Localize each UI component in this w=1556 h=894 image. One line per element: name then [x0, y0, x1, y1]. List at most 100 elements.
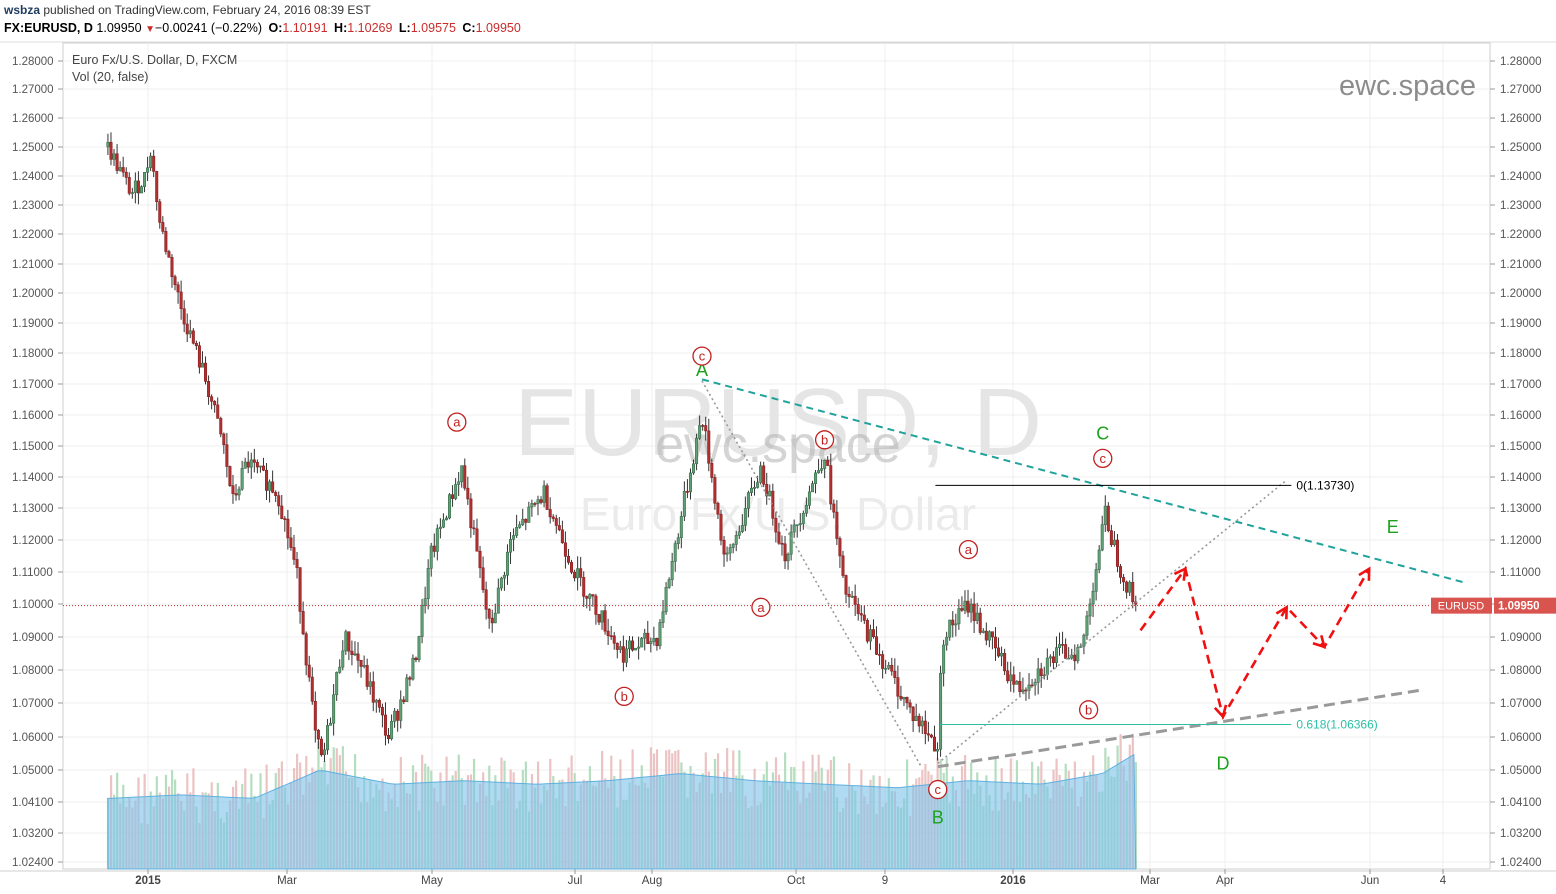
y-tick-label-right: 1.03200: [1500, 828, 1542, 840]
candle-body: [536, 499, 540, 504]
candle-body: [731, 544, 735, 548]
y-tick-label-left: 1.08000: [12, 665, 54, 677]
symbol-name[interactable]: FX:EURUSD, D: [4, 21, 93, 35]
y-tick-label-left: 1.11000: [12, 567, 53, 579]
candle-body: [704, 425, 708, 432]
candle-body: [164, 231, 168, 252]
candle-body: [853, 595, 857, 605]
candle-body: [850, 595, 854, 598]
candle-body: [923, 720, 927, 734]
volume-ma-area: [107, 753, 1137, 870]
candle-body: [701, 425, 705, 427]
volume-indicator-label[interactable]: Vol (20, false): [72, 70, 149, 84]
candle-body: [118, 167, 122, 171]
author-name[interactable]: wsbza: [4, 3, 41, 17]
candle-body: [277, 495, 281, 507]
candle-body: [435, 528, 439, 552]
candle-body: [560, 529, 564, 544]
candle-body: [685, 491, 689, 493]
low-value: 1.09575: [410, 21, 456, 35]
candle-body: [774, 517, 778, 533]
candle-body: [890, 665, 894, 672]
candle-body: [213, 400, 217, 406]
candle-body: [509, 538, 513, 553]
candle-body: [191, 330, 195, 344]
candle-body: [496, 587, 500, 614]
candle-body: [563, 542, 567, 557]
last-price: 1.09950: [96, 21, 142, 35]
projection-arrowhead: [1213, 704, 1228, 720]
y-tick-label-left: 1.06000: [12, 732, 54, 744]
candle-body: [316, 729, 320, 740]
candle-body: [871, 629, 875, 637]
candle-body: [841, 555, 845, 576]
candle-body: [1006, 670, 1010, 682]
y-tick-label-right: 1.21000: [1500, 259, 1542, 271]
candle-body: [545, 485, 549, 510]
candle-body: [322, 749, 326, 756]
candle-body: [377, 699, 381, 708]
candle-body: [133, 180, 137, 193]
candle-body: [737, 531, 741, 536]
candle-body: [881, 654, 885, 669]
candle-body: [188, 330, 192, 335]
candle-body: [926, 733, 930, 736]
candle-body: [130, 192, 134, 194]
candle-body: [127, 177, 131, 194]
last-price-tag: 1.09950: [1498, 601, 1540, 613]
candle-body: [887, 665, 891, 669]
candle-body: [231, 485, 235, 494]
candle-body: [313, 700, 317, 731]
candle-body: [615, 642, 619, 650]
high-value: 1.10269: [347, 21, 393, 35]
candle-body: [289, 537, 293, 548]
x-tick-label: 4: [1440, 875, 1447, 887]
x-tick-label: Mar: [277, 875, 297, 887]
candle-body: [945, 636, 949, 646]
y-tick-label-left: 1.22000: [12, 229, 54, 241]
candle-body: [463, 465, 467, 489]
candle-body: [792, 524, 796, 533]
wave-label-circle: [751, 597, 771, 617]
y-tick-label-right: 1.23000: [1500, 200, 1542, 212]
candles: [106, 132, 1138, 762]
wave-label-minor: a: [757, 600, 765, 615]
y-tick-label-left: 1.05000: [12, 765, 54, 777]
candle-body: [441, 519, 445, 528]
open-value: 1.10191: [282, 21, 328, 35]
candle-body: [981, 630, 985, 633]
candle-body: [451, 494, 455, 499]
candle-body: [1021, 689, 1025, 692]
candle-body: [780, 542, 784, 545]
candle-body: [399, 699, 403, 721]
y-tick-label-right: 1.18000: [1500, 348, 1542, 360]
candle-body: [768, 490, 772, 497]
candle-body: [490, 617, 494, 624]
candle-body: [868, 629, 872, 642]
candle-body: [896, 677, 900, 697]
candle-body: [719, 513, 723, 541]
candle-body: [158, 201, 162, 223]
candle-body: [975, 612, 979, 621]
candle-body: [124, 171, 128, 178]
candle-body: [695, 437, 699, 465]
candle-body: [566, 555, 570, 563]
y-tick-label-right: 1.15000: [1500, 441, 1542, 453]
candle-body: [789, 531, 793, 555]
candle-body: [948, 619, 952, 638]
candle-body: [292, 547, 296, 560]
candle-body: [743, 508, 747, 526]
candle-body: [557, 525, 561, 531]
y-tick-label-right: 1.05000: [1500, 765, 1542, 777]
candle-body: [823, 459, 827, 469]
candle-body: [243, 461, 247, 469]
candle-body: [740, 525, 744, 532]
volume-bar: [1134, 762, 1137, 869]
candle-body: [600, 610, 604, 623]
candle-body: [109, 141, 113, 160]
candle-body: [1009, 674, 1013, 682]
candle-body: [1030, 684, 1034, 687]
candle-body: [405, 677, 409, 702]
y-tick-label-right: 1.17000: [1500, 379, 1542, 391]
